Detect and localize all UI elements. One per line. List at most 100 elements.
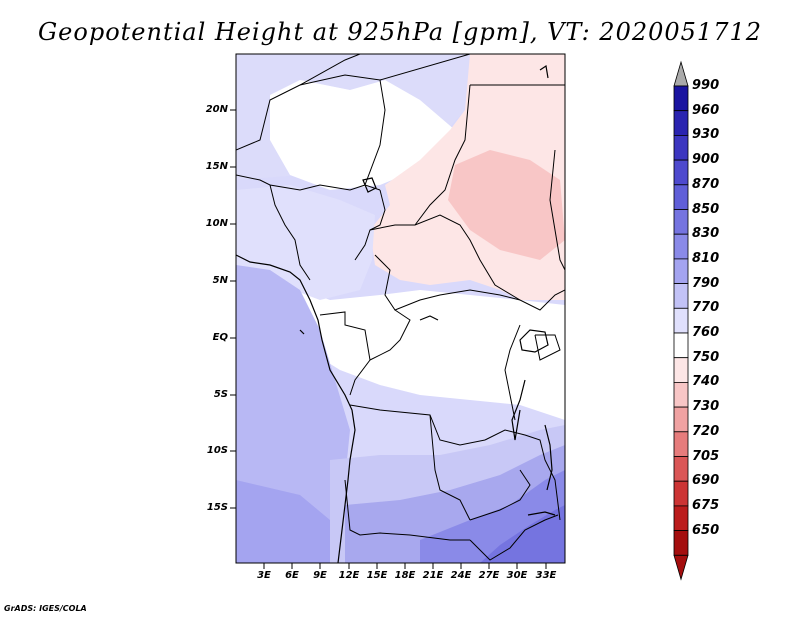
grads-credit: GrADS: IGES/COLA — [4, 604, 87, 613]
border-segment — [369, 309, 411, 361]
colorbar-swatch — [673, 480, 689, 507]
border-segment — [236, 174, 366, 191]
colorbar-level-label: 960 — [692, 102, 720, 118]
border-segment — [364, 79, 386, 191]
colorbar-swatch — [673, 456, 689, 482]
lat-ticks — [230, 109, 236, 509]
colorbar-swatch — [673, 85, 689, 112]
lake-malawi — [544, 424, 553, 491]
lon-label: 6E — [285, 570, 299, 581]
colorbar-level-label: 900 — [692, 152, 720, 168]
colorbar-swatch — [673, 357, 689, 383]
colorbar-swatch — [673, 406, 689, 433]
lake-chad — [362, 177, 377, 193]
lon-label: 27E — [478, 570, 500, 581]
field-white-center — [236, 285, 565, 420]
lon-label: 15E — [366, 570, 388, 581]
lake-fragment — [419, 315, 439, 321]
border-segment — [534, 334, 561, 361]
border-segment — [429, 414, 471, 521]
border-segment — [236, 54, 361, 151]
border-segment — [469, 514, 559, 561]
colorbar-swatch — [673, 258, 689, 284]
colorbar-swatch — [673, 307, 689, 334]
colorbar-level-label: 720 — [692, 423, 720, 439]
field-pink-core — [448, 150, 565, 260]
colorbar-level-label: 740 — [692, 374, 720, 390]
colorbar-swatch — [673, 110, 689, 136]
lon-label: 30E — [506, 570, 528, 581]
lon-label: 33E — [535, 570, 557, 581]
lon-ticks — [263, 563, 547, 569]
lat-label: 15S — [206, 502, 228, 513]
colorbar-swatch — [673, 530, 689, 556]
colorbar-swatch — [673, 209, 689, 235]
border-segment — [504, 324, 521, 421]
colorbar — [673, 60, 689, 581]
lat-label: EQ — [212, 332, 228, 343]
border-segment — [349, 404, 486, 446]
field-white-north — [270, 80, 455, 190]
colorbar-level-label: 850 — [692, 201, 720, 217]
field-ocean-south — [236, 480, 330, 563]
colorbar-level-label: 705 — [692, 448, 720, 464]
lat-label: 5S — [213, 389, 228, 400]
border-segment — [344, 479, 470, 541]
colorbar-swatch — [673, 332, 689, 359]
border-segment — [299, 54, 471, 86]
colorbar-level-label: 675 — [692, 497, 720, 513]
lon-label: 9E — [313, 570, 327, 581]
colorbar-level-label: 810 — [692, 250, 720, 266]
map-frame — [235, 53, 566, 564]
colorbar-level-label: 990 — [692, 78, 720, 93]
lon-label: 24E — [450, 570, 472, 581]
colorbar-level-label: 760 — [692, 325, 720, 340]
lon-label: 21E — [422, 570, 444, 581]
border-segment — [484, 429, 561, 521]
border-segment — [369, 214, 521, 301]
lat-label: 5N — [212, 275, 228, 286]
colorbar-swatch — [673, 134, 689, 161]
border-segment — [374, 254, 501, 311]
border-segment — [414, 84, 471, 226]
colorbar-over-triangle — [673, 60, 689, 87]
colorbar-swatch — [673, 381, 689, 408]
map-title: Geopotential Height at 925hPa [gpm], VT:… — [38, 18, 762, 46]
border-segment — [354, 189, 386, 261]
coastline-segment — [236, 254, 356, 563]
lake-kariba — [527, 511, 556, 516]
coastline — [236, 64, 556, 563]
colorbar-swatch — [673, 184, 689, 210]
country-borders — [236, 54, 565, 561]
colorbar-under-triangle — [673, 554, 689, 581]
lake-tanganyika — [511, 379, 526, 441]
lat-label: 15N — [205, 161, 228, 172]
border-segment — [549, 149, 565, 271]
lat-label: 20N — [205, 104, 228, 115]
lake-victoria — [519, 329, 549, 353]
colorbar-level-label: 650 — [692, 522, 720, 538]
colorbar-swatch — [673, 159, 689, 186]
island — [299, 329, 305, 335]
colorbar-level-label: 830 — [692, 226, 720, 242]
lon-label: 12E — [338, 570, 360, 581]
coast-ne — [539, 64, 549, 79]
lat-label: 10S — [206, 445, 228, 456]
colorbar-swatch — [673, 233, 689, 260]
border-segment — [469, 469, 531, 521]
colorbar-level-label: 790 — [692, 275, 720, 291]
lon-label: 3E — [257, 570, 271, 581]
colorbar-level-label: 730 — [692, 399, 720, 415]
colorbar-swatch — [673, 431, 689, 457]
lat-label: 10N — [205, 218, 228, 229]
border-segment — [269, 184, 311, 281]
colorbar-swatch — [673, 283, 689, 309]
colorbar-level-label: 750 — [692, 349, 720, 365]
colorbar-level-label: 690 — [692, 473, 720, 489]
colorbar-level-label: 930 — [692, 127, 720, 143]
colorbar-swatch — [673, 505, 689, 531]
height-field — [236, 54, 565, 563]
colorbar-level-label: 770 — [692, 300, 720, 316]
field-south-4 — [480, 505, 565, 563]
